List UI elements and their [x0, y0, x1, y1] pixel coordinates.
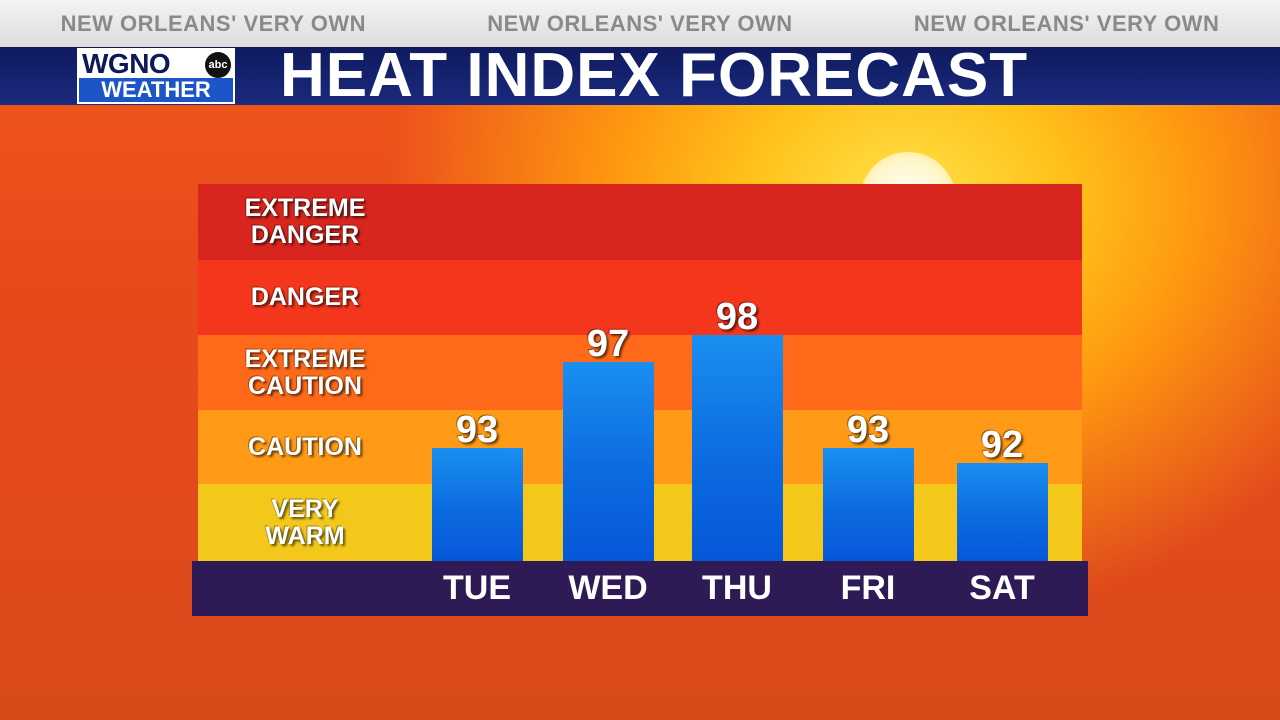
ticker-text: NEW ORLEANS' VERY OWN	[913, 10, 1220, 36]
chart-baseline	[192, 561, 1088, 616]
bar-sat	[956, 463, 1048, 561]
day-label: WED	[568, 569, 648, 607]
day-label: SAT	[969, 569, 1035, 607]
station-logo: WGNO abc WEATHER	[77, 48, 235, 104]
station-ticker: NEW ORLEANS' VERY OWN NEW ORLEANS' VERY …	[0, 0, 1280, 47]
bar-value-label: 93	[846, 409, 890, 451]
bar-value-label: 92	[980, 424, 1024, 466]
bar-value-label: 93	[455, 409, 499, 451]
logo-weather: WEATHER	[79, 78, 233, 102]
bar-value-label: 98	[715, 296, 759, 338]
day-label: FRI	[840, 569, 896, 607]
heat-zone-label: DANGER	[250, 283, 360, 311]
ticker-text: NEW ORLEANS' VERY OWN	[487, 10, 793, 36]
page-title: HEAT INDEX FORECAST	[280, 41, 1029, 110]
heat-zone-label: VERY WARM	[265, 494, 345, 550]
day-label: TUE	[443, 569, 511, 607]
abc-network-icon: abc	[205, 52, 231, 78]
bar-tue	[431, 448, 523, 561]
bar-thu	[691, 335, 783, 561]
day-label: THU	[702, 569, 772, 607]
logo-callsign: WGNO	[82, 48, 171, 79]
heat-zone-label: EXTREME DANGER	[244, 194, 366, 249]
heat-zone-label: CAUTION	[248, 432, 362, 461]
bar-wed	[562, 362, 654, 561]
ticker-text: NEW ORLEANS' VERY OWN	[60, 10, 367, 36]
heat-zone-band	[198, 260, 1082, 335]
bar-value-label: 97	[586, 323, 630, 365]
bar-fri	[822, 448, 914, 561]
heat-zone-label: EXTREME CAUTION	[244, 344, 366, 400]
heat-zone-band	[198, 184, 1082, 260]
